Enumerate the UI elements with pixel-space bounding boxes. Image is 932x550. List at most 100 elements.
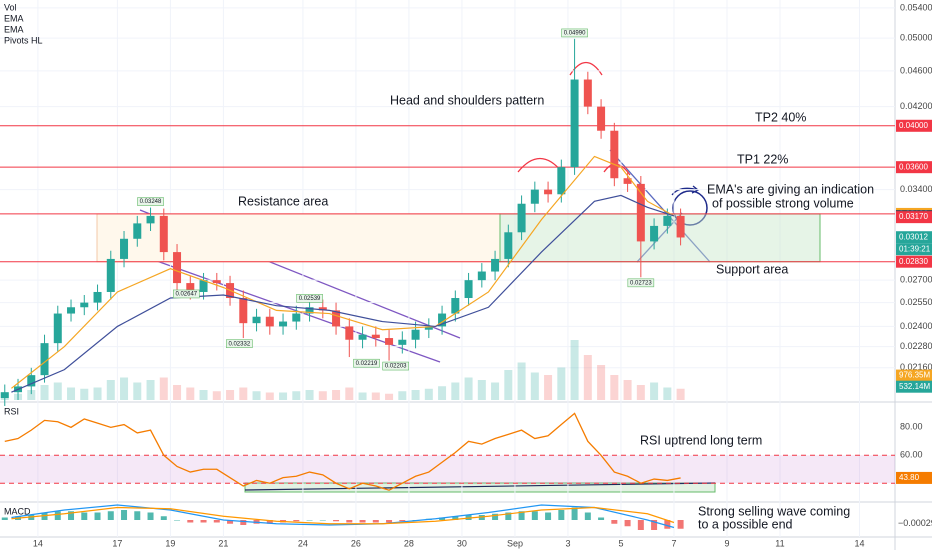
- candle-body: [265, 316, 274, 327]
- macd-histogram-bar: [571, 507, 578, 520]
- candle-body: [93, 291, 102, 303]
- macd-histogram-bar: [68, 511, 75, 520]
- macd-histogram-bar: [333, 520, 340, 522]
- macd-histogram-bar: [213, 520, 220, 523]
- volume-bar: [398, 391, 407, 400]
- candle-body: [212, 280, 221, 284]
- candle-body: [583, 79, 592, 107]
- candle-body: [27, 375, 36, 387]
- volume-bar: [411, 390, 420, 400]
- volume-bar: [133, 382, 142, 400]
- macd-histogram-bar: [386, 520, 393, 523]
- candle-body: [0, 392, 9, 399]
- x-tick-label: 21: [218, 538, 228, 548]
- volume-bar: [106, 380, 115, 400]
- macd-histogram-bar: [677, 520, 684, 529]
- macd-histogram-bar: [584, 512, 591, 520]
- volume-bar: [53, 382, 62, 400]
- annotation: of possible strong volume: [712, 196, 854, 210]
- x-tick-label: 17: [112, 538, 122, 548]
- macd-histogram-bar: [492, 513, 499, 520]
- pivot-label: 0.03248: [140, 199, 162, 205]
- y-tick-label: 0.02550: [900, 297, 932, 307]
- x-tick-label: 24: [298, 538, 308, 548]
- rsi-tick-label: 80.00: [900, 422, 923, 432]
- macd-histogram-bar: [121, 510, 128, 520]
- candle-body: [517, 203, 526, 233]
- macd-histogram-bar: [28, 515, 35, 520]
- ema-slow-line: [11, 194, 675, 393]
- macd-histogram-bar: [174, 520, 181, 521]
- pivot-box: [137, 197, 164, 206]
- x-tick-label: 14: [33, 538, 43, 548]
- candle-body: [146, 215, 155, 224]
- candle-body: [80, 302, 89, 308]
- macd-histogram-bar: [306, 520, 313, 521]
- volume-bar: [424, 388, 433, 400]
- price-label-box: [896, 211, 932, 224]
- legend-entry: EMA: [4, 24, 24, 34]
- volume-bar: [477, 380, 486, 400]
- volume-bar: [610, 375, 619, 400]
- resistance-band: [96, 213, 501, 263]
- candle-body: [570, 79, 579, 168]
- rsi-last-box: [896, 471, 932, 484]
- volume-bar: [464, 377, 473, 400]
- macd-histogram-bar: [518, 511, 525, 520]
- legend-entry: Vol: [4, 2, 17, 12]
- x-tick-label: 19: [165, 538, 175, 548]
- volume-label-box: [896, 369, 932, 382]
- volume-bar: [636, 385, 645, 400]
- macd-histogram-bar: [81, 512, 88, 520]
- candle-body: [53, 313, 62, 344]
- candle-body: [279, 321, 288, 327]
- volume-bar: [318, 391, 327, 400]
- volume-bar: [332, 390, 341, 400]
- volume-bar: [530, 372, 539, 400]
- drawing: [609, 149, 711, 263]
- volume-bar: [80, 388, 89, 400]
- price-label: 0.03012: [899, 232, 928, 241]
- volume-bar: [252, 391, 261, 400]
- candle-body: [305, 307, 314, 314]
- legend-entry: Pivots HL: [4, 35, 43, 45]
- candle-body: [438, 313, 447, 327]
- y-tick-label: 0.02400: [900, 321, 932, 331]
- volume-bar: [265, 392, 274, 400]
- x-tick-label: 3: [565, 538, 570, 548]
- volume-bar: [623, 380, 632, 400]
- volume-label: 976.35M: [899, 371, 930, 380]
- volume-bar: [557, 367, 566, 400]
- candle-body: [597, 106, 606, 131]
- volume-label: 532.14M: [899, 382, 930, 391]
- candle-body: [663, 215, 672, 226]
- candle-body: [252, 316, 261, 324]
- candle-body: [530, 189, 539, 204]
- macd-histogram-bar: [266, 520, 273, 524]
- x-tick-label: Sep: [507, 538, 523, 548]
- legend-entry: EMA: [4, 13, 24, 23]
- volume-bar: [173, 385, 182, 400]
- volume-bar: [570, 340, 579, 400]
- candle-body: [650, 225, 659, 242]
- y-tick-label: 0.05000: [900, 33, 932, 43]
- candle-body: [173, 252, 182, 284]
- macd-histogram-bar: [293, 520, 300, 522]
- volume-bar: [371, 392, 380, 400]
- annotation: RSI uptrend long term: [640, 433, 762, 447]
- candle-body: [318, 307, 327, 311]
- pivot-label: 0.04990: [564, 31, 586, 37]
- annotation: TP2 40%: [755, 110, 806, 124]
- pane-title: MACD: [4, 506, 31, 516]
- macd-histogram-bar: [439, 517, 446, 520]
- annotation: Resistance area: [238, 194, 328, 208]
- macd-histogram-bar: [664, 520, 671, 529]
- signal-line: [11, 506, 675, 525]
- macd-histogram-bar: [319, 520, 326, 521]
- volume-bar: [663, 387, 672, 400]
- macd-histogram-bar: [227, 520, 234, 524]
- y-tick-label: 0.03400: [900, 184, 932, 194]
- macd-line: [11, 504, 675, 529]
- pane-title: RSI: [4, 406, 19, 416]
- volume-bar: [358, 392, 367, 400]
